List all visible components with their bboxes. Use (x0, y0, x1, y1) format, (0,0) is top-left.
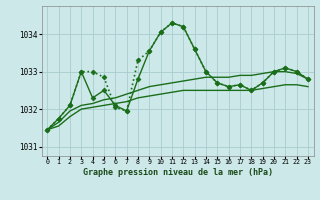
X-axis label: Graphe pression niveau de la mer (hPa): Graphe pression niveau de la mer (hPa) (83, 168, 273, 177)
